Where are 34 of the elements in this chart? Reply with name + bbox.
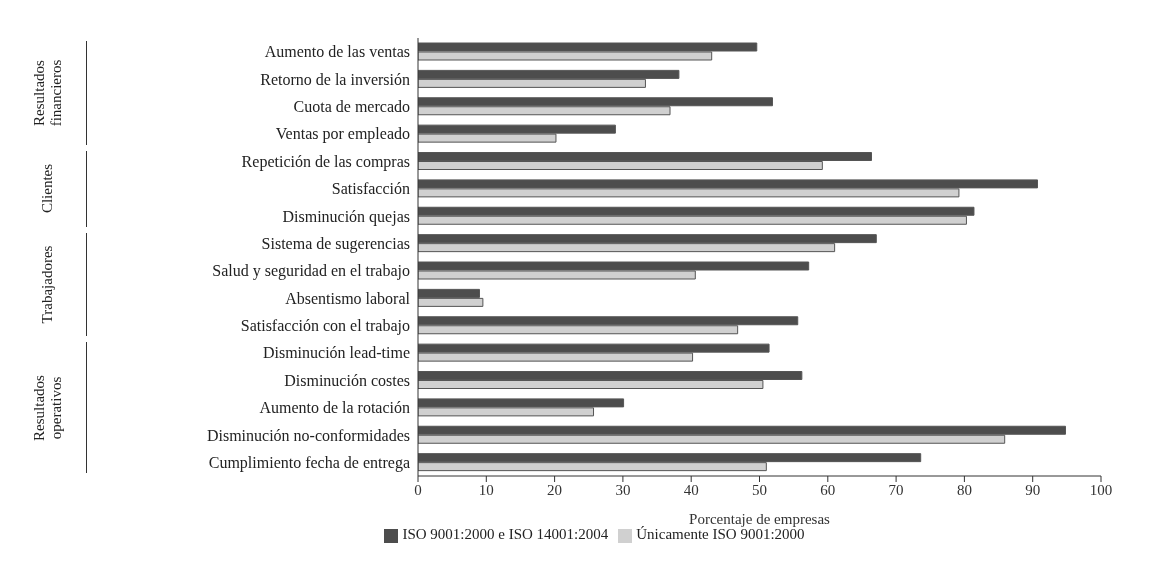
y-tick-label: Satisfacción [331, 180, 410, 198]
x-tick-label: 10 [478, 481, 494, 498]
x-tick-label: 0 [414, 481, 422, 498]
y-tick-label: Aumento de las ventas [264, 43, 410, 61]
x-tick-label: 70 [888, 481, 904, 498]
y-tick-label: Disminución lead-time [262, 344, 410, 362]
y-tick-label: Cumplimiento fecha de entrega [208, 453, 410, 472]
y-tick-label: Salud y seguridad en el trabajo [212, 262, 410, 281]
text: Resultados operativos [31, 374, 65, 441]
y-tick-label: Ventas por empleado [275, 125, 410, 144]
y-tick-label: Repetición de las compras [241, 152, 410, 171]
legend-label: Únicamente ISO 9001:2000 [636, 526, 805, 542]
x-tick-label: 80 [956, 481, 972, 498]
x-tick-label: 40 [683, 481, 699, 498]
x-tick-label: 50 [752, 481, 767, 498]
y-tick-label: Disminución quejas [282, 207, 410, 226]
x-tick-label: 30 [615, 481, 631, 498]
y-tick-label: Aumento de la rotación [259, 399, 410, 417]
text: Clientes [39, 163, 57, 214]
y-tick-label: Retorno de la inversión [260, 70, 410, 88]
y-tick-label: Disminución costes [284, 371, 410, 389]
x-tick-label: 90 [1025, 481, 1041, 498]
y-tick-label: Cuota de mercado [293, 98, 410, 116]
legend-label: ISO 9001:2000 e ISO 14001:2004 [402, 526, 609, 542]
text: Resultados financieros [30, 59, 65, 127]
x-tick-label: 20 [547, 481, 563, 498]
y-tick-label: Disminución no-conformidades [206, 426, 410, 444]
x-tick-label: 100 [1089, 481, 1113, 498]
y-tick-label: Sistema de sugerencias [261, 234, 410, 253]
y-tick-label: Satisfacción con el trabajo [240, 317, 410, 336]
y-tick-label: Absentismo laboral [285, 289, 411, 307]
text: Trabajadores [39, 245, 57, 324]
x-tick-label: 60 [820, 481, 836, 498]
x-axis-title: Porcentaje de empresas [689, 511, 831, 527]
